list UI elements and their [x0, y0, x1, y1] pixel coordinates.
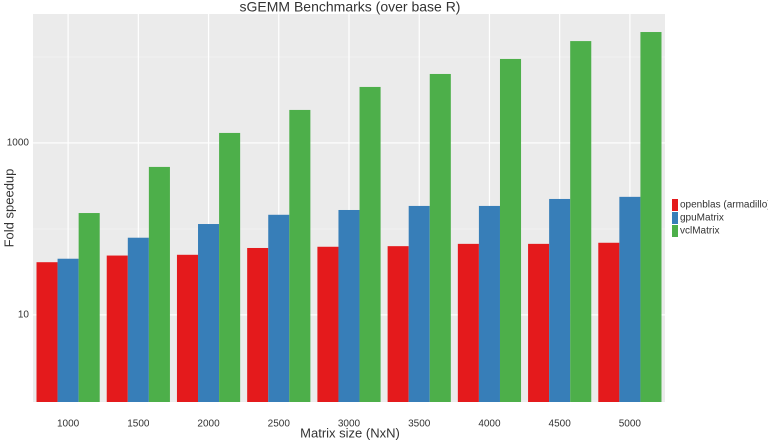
bar — [198, 224, 220, 402]
bar — [457, 243, 479, 402]
legend-swatch — [672, 199, 678, 211]
bar — [106, 255, 128, 402]
y-tick-label: 10 — [18, 310, 30, 321]
bar — [176, 254, 199, 402]
bar — [148, 166, 170, 402]
legend-label: openblas (armadillo) — [680, 200, 768, 211]
bar — [408, 205, 430, 402]
bar — [640, 32, 662, 403]
bar — [478, 205, 500, 402]
bar — [338, 209, 360, 402]
bar — [528, 243, 550, 402]
legend-swatch — [672, 212, 678, 224]
x-tick-label: 2000 — [197, 419, 220, 430]
bar — [549, 198, 571, 402]
bar — [359, 86, 381, 402]
bar — [36, 262, 58, 402]
bar — [127, 237, 149, 402]
y-tick-label: 1000 — [7, 138, 30, 149]
bar — [387, 246, 409, 402]
bar — [78, 213, 100, 402]
legend-label: gpuMatrix — [680, 213, 724, 224]
bar — [268, 214, 290, 402]
bar — [598, 242, 620, 402]
x-tick-label: 2500 — [268, 419, 291, 430]
bar — [619, 196, 641, 402]
x-tick-label: 4500 — [549, 419, 572, 430]
y-axis-label: Fold speedup — [1, 169, 16, 248]
legend-swatch — [672, 225, 678, 237]
bar — [247, 247, 269, 402]
x-tick-label: 5000 — [619, 419, 642, 430]
x-tick-label: 3000 — [338, 419, 361, 430]
x-tick-label: 1000 — [57, 419, 80, 430]
x-tick-label: 3500 — [408, 419, 431, 430]
bar — [57, 258, 79, 402]
legend-label: vclMatrix — [680, 226, 719, 237]
bar — [219, 132, 241, 402]
x-tick-label: 4000 — [478, 419, 501, 430]
x-axis-label: Matrix size (NxN) — [300, 425, 400, 440]
bar — [429, 73, 451, 403]
bar — [317, 246, 339, 402]
bar — [499, 58, 522, 402]
bar — [289, 109, 311, 402]
x-tick-label: 1500 — [127, 419, 150, 430]
chart-title: sGEMM Benchmarks (over base R) — [240, 0, 461, 15]
bar — [570, 41, 592, 402]
